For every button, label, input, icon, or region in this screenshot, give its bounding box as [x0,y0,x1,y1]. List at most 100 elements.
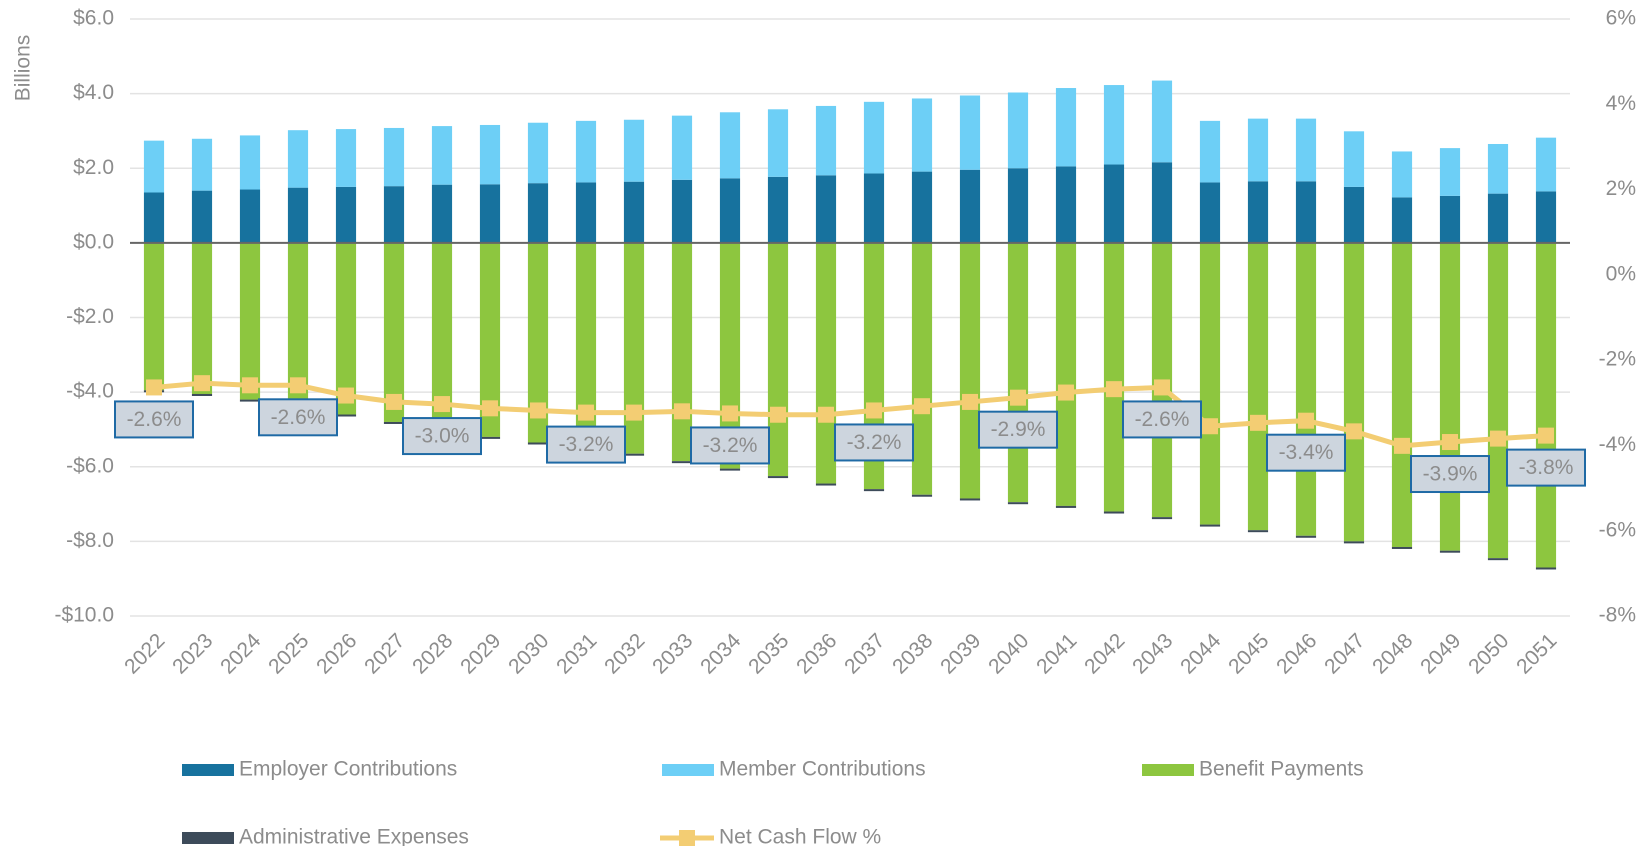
bar [335,242,357,415]
bar [1535,567,1557,570]
x-tick-label: 2042 [1080,629,1129,678]
bar [623,119,645,182]
bar [143,140,165,193]
data-label-box [1122,400,1202,439]
y2-tick-label: -6% [1599,518,1636,541]
bar [239,189,261,243]
data-label-box [114,400,194,439]
marker [530,402,546,419]
bar [479,184,501,243]
bar [1103,164,1125,243]
bar [1199,242,1221,525]
y2-tick-label: 6% [1606,7,1636,30]
y-tick-label: -$2.0 [66,305,114,328]
marker [386,393,402,410]
bar [911,98,933,172]
y-tick-label: $6.0 [73,7,114,30]
bar [1439,242,1461,551]
bar [815,242,837,484]
bar [863,101,885,174]
marker [290,377,306,394]
bar [863,489,885,492]
x-tick-label: 2038 [888,629,937,678]
bar [1007,502,1029,505]
marker [1106,381,1122,398]
data-label: -2.6% [127,408,182,431]
bar [479,436,501,439]
bar [863,173,885,243]
data-label-box [546,425,626,464]
bar [815,483,837,486]
bar [431,126,453,185]
data-label: -3.9% [1423,463,1478,486]
bar [1055,505,1077,508]
data-label-box [1266,433,1346,472]
marker [434,396,450,413]
bar [1439,148,1461,196]
marker [194,375,210,392]
bar [191,138,213,191]
x-tick-label: 2045 [1224,629,1273,678]
x-tick-label: 2044 [1176,629,1226,679]
data-label-box [258,398,338,437]
marker [626,404,642,421]
y2-tick-label: 0% [1606,262,1636,285]
x-tick-label: 2048 [1368,629,1417,678]
marker [1010,389,1026,406]
legend-swatch [662,764,714,776]
legend-label: Member Contributions [719,758,926,781]
bar [383,421,405,424]
y-tick-label: $4.0 [73,81,114,104]
legend-swatch [182,832,234,844]
x-tick-label: 2028 [408,629,457,678]
x-tick-label: 2037 [840,629,889,678]
y-tick-label: $2.0 [73,156,114,179]
legend-swatch [182,764,234,776]
bar [527,122,549,184]
bar [191,393,213,396]
marker [866,402,882,419]
marker [914,398,930,415]
data-label: -3.2% [559,433,614,456]
bar [623,453,645,456]
x-tick-label: 2039 [936,629,985,678]
x-tick-label: 2025 [264,629,313,678]
bar [1199,524,1221,527]
bar [815,175,837,243]
bar [239,399,261,402]
bar [335,129,357,187]
x-tick-label: 2024 [216,629,266,679]
marker [1538,427,1554,444]
x-tick-label: 2043 [1128,629,1177,678]
x-tick-label: 2032 [600,629,649,678]
bar [1103,85,1125,165]
x-tick-label: 2040 [984,629,1033,678]
data-label-box [834,423,914,462]
y2-tick-label: 2% [1606,177,1636,200]
y2-tick-label: -8% [1599,604,1636,627]
data-label: -2.9% [991,418,1046,441]
bar [479,124,501,185]
bar [575,242,597,449]
data-label: -2.6% [1135,408,1190,431]
y-tick-label: -$6.0 [66,454,114,477]
bar [1391,546,1413,549]
bar [383,186,405,243]
bar [1535,242,1557,568]
x-tick-label: 2036 [792,629,841,678]
x-tick-label: 2035 [744,629,793,678]
bar [1439,550,1461,553]
bar [1487,143,1509,194]
marker [1394,437,1410,454]
marker [674,403,690,420]
marker [338,387,354,404]
marker [770,406,786,423]
bar [1103,242,1125,512]
x-tick-label: 2022 [120,629,169,678]
data-label-box [1506,448,1586,487]
marker [482,400,498,417]
y2-tick-label: 4% [1606,92,1636,115]
marker [146,379,162,396]
bar [1055,242,1077,506]
bar [287,187,309,243]
